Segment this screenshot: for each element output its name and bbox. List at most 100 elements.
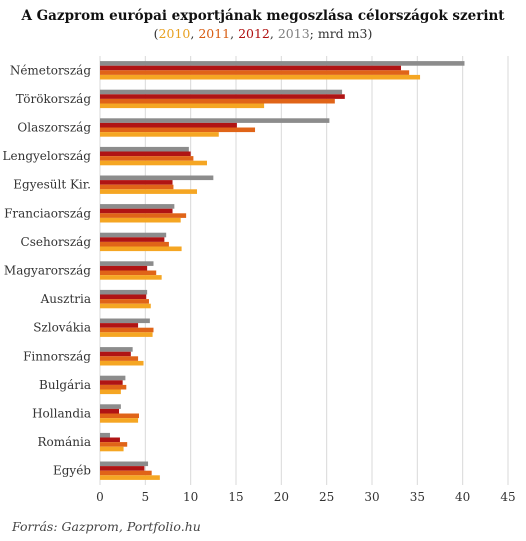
category-label: Ausztria	[40, 292, 91, 306]
bar-2012	[100, 208, 173, 214]
bar-2011	[100, 70, 410, 75]
bar-2010	[100, 360, 144, 366]
x-tick-label: 15	[228, 490, 243, 504]
category-label: Törökország	[16, 92, 92, 106]
bar-2013	[100, 375, 126, 381]
subtitle-part: (	[153, 26, 159, 41]
x-tick-label: 10	[183, 490, 198, 504]
category-label: Bulgária	[39, 378, 91, 392]
category-label: Hollandia	[32, 407, 91, 421]
subtitle-part: ,	[190, 26, 199, 41]
bar-2012	[100, 94, 345, 99]
bar-2011	[100, 442, 128, 447]
category-label: Magyarország	[4, 264, 91, 278]
bar-2010	[100, 74, 421, 80]
chart-subtitle: (2010, 2011, 2012, 2013; mrd m3)	[0, 26, 526, 41]
bar-2013	[100, 318, 150, 324]
bar-2012	[100, 466, 145, 471]
bar-2011	[100, 270, 157, 276]
bar-2010	[100, 418, 139, 423]
subtitle-part: ; mrd m3)	[309, 26, 373, 41]
bar-2012	[100, 122, 237, 128]
chart-title: A Gazprom európai exportjának megoszlása…	[21, 8, 505, 24]
bar-2011	[100, 184, 174, 190]
category-label: Németország	[10, 63, 92, 77]
bar-2011	[100, 98, 335, 104]
bar-2013	[100, 146, 189, 152]
bar-2013	[100, 89, 343, 95]
bar-2010	[100, 475, 160, 480]
bar-2013	[100, 61, 465, 66]
bar-2013	[100, 347, 133, 352]
bar-2013	[100, 232, 167, 238]
bar-2010	[100, 189, 198, 194]
bar-2012	[100, 151, 191, 157]
bar-2010	[100, 446, 124, 452]
bar-2012	[100, 294, 147, 300]
bar-2011	[100, 299, 149, 304]
bar-2010	[100, 275, 162, 280]
category-label: Románia	[37, 435, 91, 449]
bar-2012	[100, 380, 123, 385]
subtitle-part: 2013	[277, 26, 310, 41]
subtitle-part: 2012	[238, 26, 270, 41]
bar-2011	[100, 356, 139, 361]
x-axis-ticks: 0 5 10 15 20 25 30 35 40 45	[96, 490, 515, 504]
subtitle-part: ,	[269, 26, 278, 41]
bar-2012	[100, 180, 173, 185]
subtitle-part: 2010	[158, 26, 191, 41]
category-label: Csehország	[21, 235, 92, 249]
bar-2010	[100, 332, 153, 337]
bar-2013	[100, 404, 121, 409]
bar-2010	[100, 103, 265, 109]
x-tick-label: 45	[500, 490, 515, 504]
x-tick-label: 35	[410, 490, 425, 504]
category-label: Franciaország	[4, 206, 91, 220]
bar-2011	[100, 156, 194, 161]
bar-2012	[100, 265, 148, 271]
bar-2013	[100, 175, 214, 181]
bar-2010	[100, 160, 207, 166]
bar-2012	[100, 408, 120, 414]
bar-2013	[100, 289, 148, 295]
category-label: Egyesült Kir.	[13, 178, 91, 192]
bar-2012	[100, 437, 120, 443]
bar-2011	[100, 213, 187, 218]
bar-2010	[100, 303, 151, 309]
x-tick-label: 20	[274, 490, 289, 504]
bar-2013	[100, 118, 330, 123]
bar-2012	[100, 351, 131, 357]
bar-2011	[100, 241, 169, 247]
bar-2013	[100, 204, 175, 209]
category-label: Lengyelország	[3, 149, 92, 163]
x-tick-label: 0	[96, 490, 104, 504]
bar-2013	[100, 261, 154, 266]
category-labels: Németország Törökország Olaszország Lengyel…	[3, 63, 92, 477]
bar-2010	[100, 389, 121, 395]
bar-2011	[100, 384, 127, 390]
bar-2013	[100, 461, 149, 467]
bar-2011	[100, 327, 154, 333]
x-tick-label: 5	[142, 490, 150, 504]
bar-2011	[100, 470, 152, 476]
subtitle-part: ,	[230, 26, 239, 41]
bar-2010	[100, 217, 181, 223]
bars	[100, 61, 465, 480]
bar-2011	[100, 413, 139, 419]
source-note: Forrás: Gazprom, Portfolio.hu	[12, 519, 201, 534]
subtitle-part: 2011	[198, 26, 231, 41]
bar-2013	[100, 432, 110, 438]
x-tick-label: 25	[319, 490, 334, 504]
bar-2011	[100, 127, 256, 133]
bar-2012	[100, 237, 165, 242]
category-label: Egyéb	[53, 464, 91, 478]
category-label: Finnország	[23, 349, 91, 363]
bar-2012	[100, 323, 139, 328]
bar-2010	[100, 246, 182, 252]
bar-2010	[100, 132, 219, 137]
x-tick-label: 40	[455, 490, 470, 504]
category-label: Szlovákia	[33, 321, 91, 335]
bar-2012	[100, 65, 402, 71]
x-tick-label: 30	[364, 490, 379, 504]
